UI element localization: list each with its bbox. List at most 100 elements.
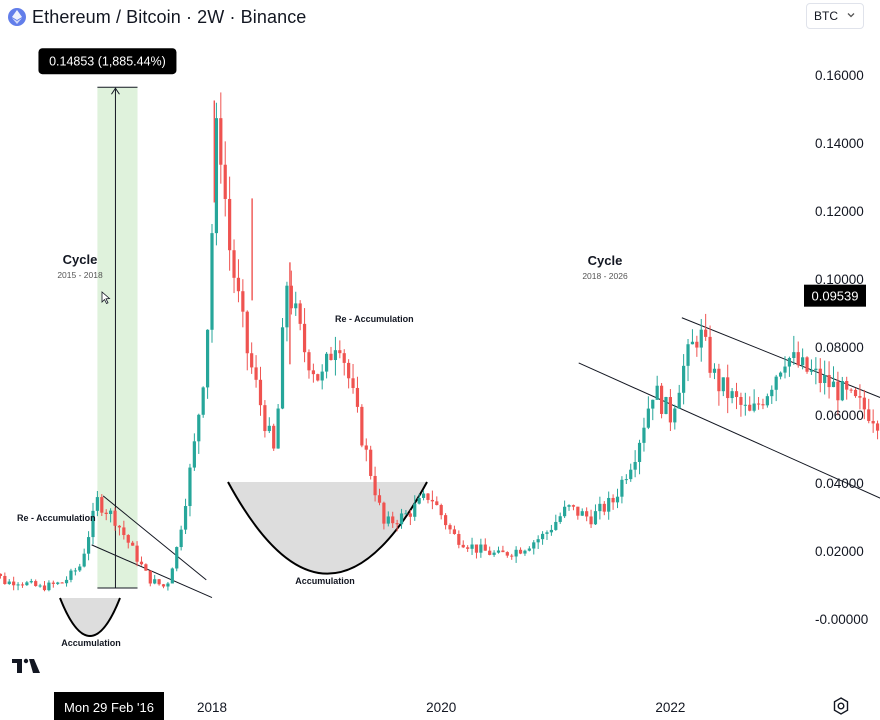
candle-body [3,575,7,584]
candle-body [712,368,717,373]
reaccumulation-label: Re - Accumulation [17,513,96,523]
candle-body [289,285,293,309]
candle-body [593,511,598,525]
candle-body [823,375,827,384]
candle-body [505,552,509,556]
candle-body [761,404,765,406]
candle-body [690,341,695,345]
candle-body [457,534,461,545]
logo-part [12,659,22,673]
currency-select[interactable]: BTC [806,3,864,29]
candle-body [205,329,210,388]
candle-body [298,303,302,324]
candle-body [492,552,496,555]
candle-body [796,352,800,366]
cursor-icon [101,291,111,305]
candle-body [157,579,161,585]
chart-header: Ethereum / Bitcoin · 2W · Binance [8,5,306,29]
candle-body [430,499,434,502]
range-label-text: 0.14853 (1,885.44%) [49,55,166,69]
candle-body [426,493,430,500]
candle-body [602,503,606,512]
candle-body [417,497,421,504]
candle-body [523,550,527,554]
candle-body [452,529,457,535]
candle-body [329,353,333,361]
y-axis-tick-label: 0.06000 [815,408,864,423]
chevron-down-icon [846,10,856,23]
candle-body [748,404,752,411]
candle-body [646,408,650,428]
channel-line-lower [578,362,880,499]
candle-body [778,372,783,377]
candle-body [307,352,311,371]
last-price-label: 0.09539 [812,289,859,304]
candle-body [122,527,126,536]
candle-body [774,376,778,390]
candle-body [250,353,254,368]
candle-body [131,542,135,546]
y-axis-tick-label: 0.16000 [815,68,864,83]
candle-body [633,461,637,470]
candle-body [792,352,796,358]
candle-body [743,404,747,406]
candle-body [686,344,690,366]
candle-body [82,553,86,567]
candle-body [611,497,615,503]
candle-body [201,387,205,415]
candle-body [47,582,51,591]
candle-body [320,371,324,381]
candle-body [580,511,584,516]
x-axis-tick-label: 2022 [655,700,685,715]
candle-body [739,397,743,405]
candle-body [721,377,725,392]
candle-body [858,396,862,398]
tradingview-logo-icon [12,658,40,673]
candle-body [170,568,174,584]
candle-body [629,469,633,480]
crosshair-date-label: Mon 29 Feb '16 [64,700,154,715]
candle-body [734,391,739,398]
candle-body [668,397,672,423]
candle-body [726,377,730,399]
accumulation-label: Accumulation [61,638,121,648]
cycle-label-years: 2018 - 2026 [582,271,628,281]
candle-body [192,441,196,468]
candle-body [567,505,571,507]
candle-body [166,583,170,587]
candle-body [488,550,492,555]
candle-body [532,542,536,549]
candle-body [117,525,122,528]
candle-body [20,584,25,586]
candle-body [183,506,188,530]
candle-body [514,549,518,557]
candle-body [853,389,858,397]
y-axis-tick-label: 0.10000 [815,272,864,287]
candle-body [862,397,866,410]
y-axis-tick-label: 0.12000 [815,204,864,219]
candle-body [161,584,166,587]
candle-body [540,533,545,540]
candle-body [814,368,818,371]
candle-body [461,544,465,548]
candle-body [64,579,69,584]
cycle-label-years: 2015 - 2018 [57,270,103,280]
candle-body [91,510,95,538]
candle-body [805,357,809,372]
arrow-up-icon [111,87,120,95]
candle-body [109,510,113,514]
candle-body [549,529,553,533]
candle-body [148,570,152,584]
candle-body [664,397,668,414]
candle-body [849,389,853,391]
candle-body [620,479,624,497]
gear-icon[interactable] [832,697,850,715]
candle-body [787,357,792,367]
y-axis-tick-label: 0.08000 [815,340,864,355]
candle-body [210,233,214,330]
candle-body [153,579,157,584]
candle-body [219,118,223,165]
candle-body [144,564,148,571]
candle-body [12,581,16,586]
